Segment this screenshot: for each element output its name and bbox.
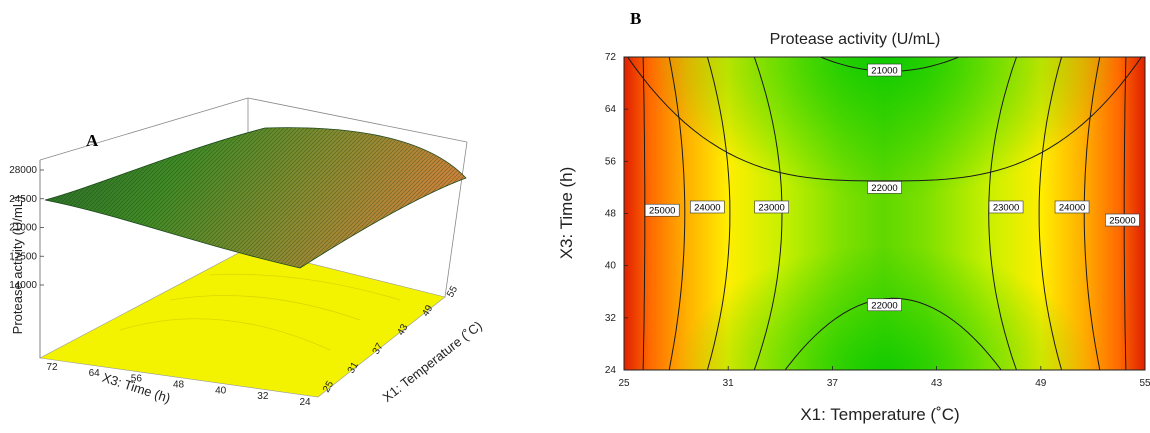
contour-label-box	[867, 298, 902, 312]
x-tick-label: 43	[931, 378, 943, 389]
surface-mesh	[45, 127, 466, 269]
contour-label-box	[867, 181, 902, 194]
z-tick-label: 14000	[9, 280, 37, 291]
y-axis-ticks: 24 32 40 48 56 64 72	[605, 52, 628, 376]
contour-line-right	[1083, 57, 1101, 370]
time-tick-label: 56	[131, 374, 143, 385]
contour-line-left	[668, 57, 686, 370]
contour-lines	[627, 57, 1142, 370]
floor-contour	[209, 273, 401, 301]
wall-line	[444, 141, 468, 298]
contour-label-box	[644, 203, 680, 217]
floor-contour	[119, 318, 331, 351]
panel-label-b: B	[630, 9, 641, 28]
contour-label: 23000	[993, 202, 1019, 213]
temperature-tick-label: 25	[321, 379, 336, 395]
panel-a: 14000 17500 21000 24500 28000 72 64 56 48 40 32 24…	[9, 97, 485, 408]
time-axis-ticks: 72 64 56 48 40 32 24	[46, 362, 311, 408]
y-axis-title: X3: Time (h)	[557, 167, 576, 260]
temperature-tick-label: 37	[371, 341, 386, 357]
time-tick-label: 48	[173, 380, 185, 391]
y-tick-label: 48	[605, 209, 617, 220]
z-axis-ticks: 14000 17500 21000 24500 28000	[9, 165, 44, 291]
z-tick-label: 17500	[9, 251, 37, 262]
contour-label: 21000	[871, 66, 897, 77]
contour-line-right	[1038, 57, 1063, 370]
z-tick-label: 24500	[9, 194, 37, 205]
temperature-tick-label: 49	[420, 303, 435, 319]
time-tick-label: 72	[46, 362, 58, 373]
contour-label: 23000	[758, 202, 784, 213]
contour-line-left	[706, 57, 731, 370]
contour-line-22000-bottom	[784, 297, 1002, 370]
contour-label: 25000	[649, 206, 675, 217]
z-axis-title: Protease activity (U/mL)	[10, 196, 25, 335]
temperature-axis-ticks: 25 31 37 43 49 55	[321, 284, 460, 395]
contour-label-box	[754, 200, 789, 214]
z-tick-label: 28000	[9, 165, 37, 176]
panel-label-a: A	[86, 131, 99, 150]
contour-label-box	[1054, 200, 1090, 214]
contour-line-left	[642, 57, 646, 370]
time-tick-label: 24	[299, 397, 311, 408]
floor-contour	[169, 295, 361, 321]
x-tick-label: 55	[1139, 378, 1150, 389]
z-tick-label: 21000	[9, 223, 37, 234]
contour-label-box	[690, 200, 725, 214]
contour-label-box	[988, 200, 1024, 214]
y-tick-label: 40	[605, 261, 617, 272]
contour-label: 22000	[871, 183, 897, 194]
panel-b: 25 31 37 43 49 55 24 32 40 48 56 64 72 21000 22000 22…	[557, 9, 1150, 424]
contour-label: 25000	[1109, 216, 1135, 227]
contour-label: 24000	[694, 202, 720, 213]
x-tick-label: 49	[1035, 378, 1047, 389]
x-tick-label: 37	[827, 378, 839, 389]
contour-label: 24000	[1059, 202, 1085, 213]
wall-line	[39, 97, 249, 161]
contour-line-22000-top	[627, 57, 1142, 182]
y-tick-label: 32	[605, 313, 617, 324]
temperature-tick-label: 43	[395, 322, 410, 338]
chart-title: Protease activity (U/mL)	[770, 31, 941, 48]
y-tick-label: 64	[605, 104, 617, 115]
x-tick-label: 31	[723, 378, 735, 389]
y-tick-label: 72	[605, 52, 617, 63]
contour-label-box	[867, 63, 902, 77]
x-tick-label: 25	[618, 378, 630, 389]
contour-line-right	[988, 57, 1017, 370]
x-axis-ticks: 25 31 37 43 49 55	[618, 366, 1150, 389]
time-tick-label: 64	[89, 368, 101, 379]
y-tick-label: 56	[605, 156, 617, 167]
contour-line-right	[1123, 57, 1127, 370]
time-tick-label: 40	[215, 385, 227, 396]
contour-line-left	[753, 57, 783, 370]
x-axis-title: X1: Temperature (˚C)	[800, 405, 959, 424]
contour-field-bottom	[624, 57, 1145, 370]
temperature-tick-label: 55	[445, 284, 460, 300]
temperature-tick-label: 31	[346, 360, 361, 376]
time-tick-label: 32	[257, 391, 269, 402]
wall-line	[247, 97, 468, 143]
contour-label: 22000	[871, 300, 897, 311]
contour-labels: 21000 22000 22000 23000 24000 25000 23000 24000…	[644, 63, 1140, 312]
y-tick-label: 24	[605, 365, 617, 376]
contour-label-box	[1105, 213, 1140, 227]
